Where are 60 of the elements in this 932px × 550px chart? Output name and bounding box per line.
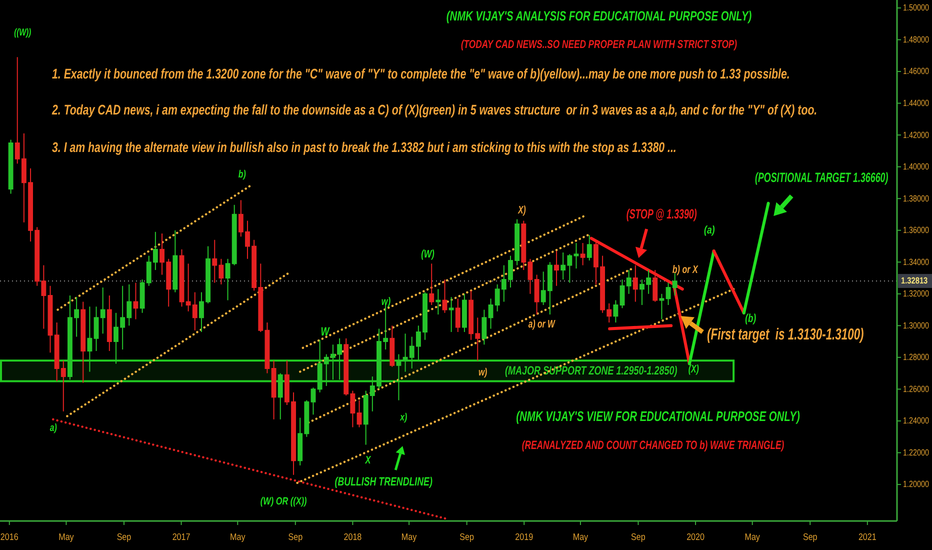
- annotation: (POSITIONAL TARGET 1.36660): [755, 171, 888, 186]
- x-tick-label: Sep: [631, 532, 646, 542]
- y-tick-label: 1.32000: [903, 288, 930, 299]
- annotation: X: [364, 454, 372, 468]
- annotation: (BULLISH TRENDLINE): [334, 475, 433, 489]
- annotation: 1. Exactly it bounced from the 1.3200 zone for the "C" wave of "Y" to complete the "e" wave of b)(yellow)...may be one more push to 1.33 possible.: [52, 66, 790, 82]
- text: (TODAY CAD NEWS..SO NEED PROPER PLAN WITH STRICT STOP): [460, 38, 738, 52]
- y-tick-label: 1.20000: [903, 479, 930, 490]
- annotation: 3. I am having the alternate view in bullish also in past to break the 1.3382 but i am sticking to this with the stop as 1.3380 ...: [52, 140, 676, 156]
- annotation: a): [50, 422, 57, 434]
- y-tick-label: 1.46000: [903, 66, 930, 76]
- x-tick-label: Sep: [116, 532, 132, 542]
- ref-line-label: 1.32813: [901, 276, 928, 286]
- annotation: (b): [745, 313, 757, 326]
- x-tick-label: 2021: [858, 532, 876, 542]
- x-tick-label: Sep: [460, 532, 474, 542]
- annotation: (REANALYZED AND COUNT CHANGED TO b) WAVE TRIANGLE): [522, 440, 785, 452]
- x-tick-label: 2017: [172, 532, 190, 542]
- annotation: (W): [421, 248, 434, 261]
- y-tick-label: 1.40000: [903, 162, 930, 172]
- annotation: (W) OR ((X)): [260, 494, 307, 507]
- y-tick-label: 1.24000: [903, 416, 930, 426]
- y-tick-label: 1.50000: [903, 2, 930, 13]
- annotation: w): [478, 366, 488, 378]
- x-tick-label: May: [401, 532, 418, 542]
- x-tick-label: May: [58, 532, 74, 542]
- annotation: W: [320, 325, 330, 339]
- annotation: w): [381, 296, 391, 308]
- text: (NMK VIJAY'S ANALYSIS FOR EDUCATIONAL PURPOSE ONLY): [446, 8, 752, 24]
- annotation: b): [238, 168, 246, 180]
- annotation: (a): [704, 224, 716, 237]
- y-tick-label: 1.22000: [903, 448, 930, 458]
- x-tick-label: Sep: [802, 532, 818, 542]
- annotation: x): [399, 412, 408, 423]
- annotation: (STOP @ 1.3390): [626, 208, 697, 222]
- x-tick-label: May: [744, 532, 761, 542]
- annotation: X): [517, 204, 526, 217]
- y-tick-label: 1.34000: [903, 257, 930, 268]
- y-tick-label: 1.30000: [903, 320, 930, 331]
- annotation: b) or X: [672, 264, 698, 276]
- x-tick-label: 2016: [0, 532, 18, 542]
- annotation: (NMK VIJAY'S VIEW FOR EDUCATIONAL PURPOSE ONLY): [516, 408, 800, 424]
- x-tick-label: May: [230, 532, 246, 542]
- y-tick-label: 1.26000: [903, 384, 930, 394]
- x-tick-label: 2018: [344, 532, 362, 542]
- y-tick-label: 1.42000: [903, 130, 930, 140]
- y-tick-label: 1.36000: [903, 225, 930, 236]
- x-tick-label: May: [572, 532, 589, 542]
- x-tick-label: Sep: [288, 532, 303, 542]
- annotation: (First target is 1.3130-1.3100): [707, 324, 864, 343]
- y-tick-label: 1.28000: [903, 352, 930, 362]
- x-tick-label: 2020: [686, 532, 705, 542]
- y-tick-label: 1.38000: [903, 194, 930, 204]
- y-tick-label: 1.44000: [903, 98, 930, 108]
- x-tick-label: 2019: [515, 532, 534, 542]
- y-tick-label: 1.48000: [903, 34, 930, 45]
- annotation: a) or W: [528, 318, 556, 332]
- annotation: (X): [688, 363, 699, 376]
- annotation: 2. Today CAD news, i am expecting the fall to the downside as a C) of (X)(green) in 5 waves structure or in 3 waves as a a,b, and c for the "Y" of (X) too.: [51, 102, 818, 118]
- annotation: ((W)): [14, 26, 32, 38]
